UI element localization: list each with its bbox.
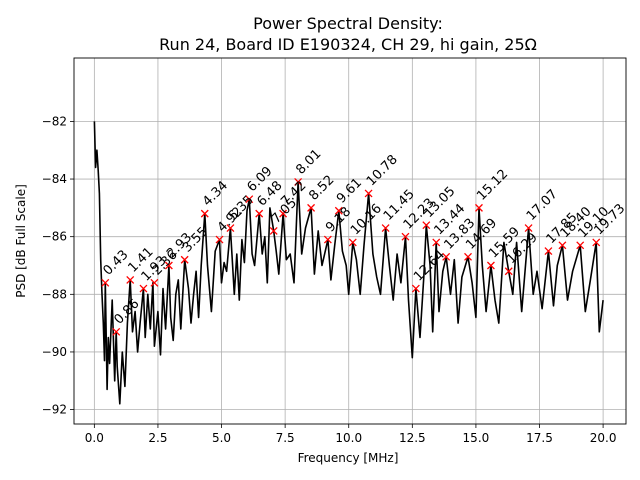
peak-marker xyxy=(279,209,288,218)
y-tick-label: −88 xyxy=(42,287,67,301)
peak-marker xyxy=(432,238,441,247)
y-tick-label: −90 xyxy=(42,345,67,359)
x-axis-label: Frequency [MHz] xyxy=(298,451,399,465)
y-axis-ticks: −92 −90 −88 −86 −84 −82 xyxy=(42,114,74,417)
peak-marker-stroke xyxy=(442,252,451,261)
peak-marker-stroke xyxy=(164,261,173,270)
chart-subtitle: Run 24, Board ID E190324, CH 29, hi gain… xyxy=(159,35,537,54)
peak-marker-stroke xyxy=(200,209,209,218)
peak-marker xyxy=(381,224,390,232)
peak-marker-stroke xyxy=(255,209,264,218)
peak-marker xyxy=(255,209,264,218)
peak-marker-stroke xyxy=(334,206,343,215)
x-tick-label: 20.0 xyxy=(590,431,617,445)
peak-marker-stroke xyxy=(558,241,567,250)
peak-marker-stroke xyxy=(112,327,121,336)
x-tick-label: 10.0 xyxy=(335,431,362,445)
peak-marker-stroke xyxy=(323,235,332,244)
peak-marker xyxy=(401,232,410,241)
peak-marker-stroke xyxy=(215,235,224,244)
peak-marker xyxy=(475,203,483,212)
y-tick-label: −82 xyxy=(42,114,67,128)
x-tick-label: 5.0 xyxy=(212,431,231,445)
peak-marker-stroke xyxy=(269,226,278,235)
peak-marker xyxy=(364,189,373,198)
peak-marker-stroke xyxy=(464,252,472,261)
peak-marker-stroke xyxy=(294,177,303,186)
peak-marker xyxy=(442,252,451,261)
peak-marker xyxy=(486,261,495,270)
peak-marker-stroke xyxy=(279,209,288,218)
x-tick-label: 12.5 xyxy=(399,431,426,445)
peak-marker-stroke xyxy=(475,203,483,212)
plot-frame xyxy=(73,57,627,425)
peak-marker-stroke xyxy=(348,238,357,247)
x-tick-label: 7.5 xyxy=(276,431,295,445)
peak-marker xyxy=(139,284,148,293)
peak-marker xyxy=(112,327,121,336)
peak-marker xyxy=(180,255,189,264)
peak-marker-stroke xyxy=(101,278,110,287)
peak-marker xyxy=(126,275,135,284)
peak-marker-stroke xyxy=(504,267,513,276)
x-tick-label: 2.5 xyxy=(148,431,167,445)
peak-marker xyxy=(592,238,601,247)
peak-marker xyxy=(101,278,110,287)
peak-marker xyxy=(269,226,278,235)
x-tick-label: 17.5 xyxy=(526,431,553,445)
peak-marker-stroke xyxy=(226,224,235,232)
peak-marker xyxy=(422,221,431,230)
peak-marker xyxy=(558,241,567,250)
peak-marker-stroke xyxy=(180,255,189,264)
peak-marker-stroke xyxy=(139,284,148,293)
peak-marker xyxy=(215,235,224,244)
peak-marker xyxy=(294,177,303,186)
grid xyxy=(74,58,626,424)
peak-marker xyxy=(576,241,585,250)
y-tick-label: −92 xyxy=(42,403,67,417)
peak-marker-stroke xyxy=(486,261,495,270)
chart-title: Power Spectral Density: xyxy=(253,14,443,33)
peak-marker xyxy=(200,209,209,218)
peak-marker-stroke xyxy=(245,195,254,204)
peak-marker-stroke xyxy=(411,284,420,293)
peak-marker xyxy=(245,195,254,204)
peak-marker-stroke xyxy=(381,224,390,232)
peak-marker-stroke xyxy=(576,241,585,250)
peak-marker xyxy=(323,235,332,244)
peak-marker-stroke xyxy=(544,247,553,256)
peak-marker xyxy=(524,224,533,232)
peak-marker-stroke xyxy=(432,238,441,247)
peak-marker-stroke xyxy=(307,203,316,212)
y-axis-label: PSD [dB Full Scale] xyxy=(14,184,28,298)
x-tick-label: 15.0 xyxy=(463,431,490,445)
peak-marker-stroke xyxy=(422,221,431,230)
peak-marker xyxy=(150,278,159,287)
peak-marker-stroke xyxy=(592,238,601,247)
peak-marker xyxy=(411,284,420,293)
peak-markers xyxy=(101,177,601,336)
peak-marker xyxy=(544,247,553,256)
peak-marker xyxy=(348,238,357,247)
peak-marker-stroke xyxy=(150,278,159,287)
y-tick-label: −84 xyxy=(42,172,67,186)
peak-marker xyxy=(464,252,472,261)
peak-marker-stroke xyxy=(126,275,135,284)
peak-marker-stroke xyxy=(364,189,373,198)
peak-marker xyxy=(334,206,343,215)
peak-marker xyxy=(504,267,513,276)
x-tick-label: 0.0 xyxy=(85,431,104,445)
peak-marker-stroke xyxy=(524,224,533,232)
peak-marker-stroke xyxy=(401,232,410,241)
psd-series-line xyxy=(93,121,604,405)
peak-marker xyxy=(164,261,173,270)
y-tick-label: −86 xyxy=(42,230,67,244)
peak-marker xyxy=(226,224,235,232)
peak-marker xyxy=(307,203,316,212)
x-axis-ticks: 0.0 2.5 5.0 7.5 10.0 12.5 15.0 17.5 20.0 xyxy=(85,424,617,445)
